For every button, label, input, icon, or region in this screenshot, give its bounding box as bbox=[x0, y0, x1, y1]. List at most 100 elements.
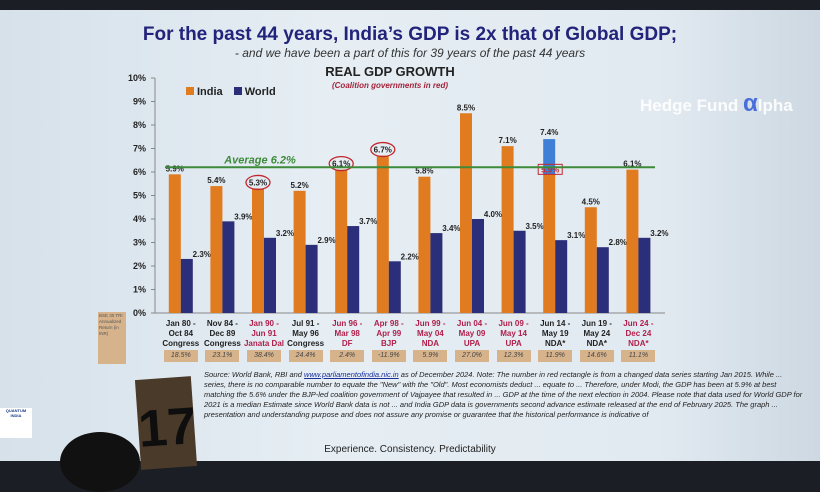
legend: India World bbox=[178, 86, 276, 98]
returns-row-label: BSE 30 TRI Annualized Return (in INR) bbox=[98, 312, 126, 364]
world-bar bbox=[222, 221, 235, 313]
india-value-label: 6.1% bbox=[623, 160, 641, 169]
return-cell: -11.9% bbox=[371, 350, 406, 362]
india-value-label: 5.8% bbox=[415, 167, 433, 176]
world-value-label: 3.1% bbox=[567, 231, 585, 240]
y-tick-label: 5% bbox=[133, 191, 146, 201]
category-label: Jun 04 - May 09 UPA bbox=[456, 319, 488, 348]
chart-subtitle: (Coalition governments in red) bbox=[331, 81, 448, 90]
world-bar bbox=[180, 258, 193, 313]
world-value-label: 2.3% bbox=[193, 250, 211, 259]
india-bar bbox=[418, 176, 431, 313]
y-tick-label: 7% bbox=[133, 144, 146, 154]
world-value-label: 3.7% bbox=[359, 217, 377, 226]
world-bar bbox=[347, 226, 360, 313]
return-cell: 18.5% bbox=[163, 350, 198, 362]
india-bar bbox=[210, 186, 223, 313]
india-value-label: 5.3% bbox=[249, 178, 267, 187]
return-cell: 14.6% bbox=[579, 350, 614, 362]
circle-highlight bbox=[370, 141, 396, 158]
footnote-text: as of December 2024. Note: The number in… bbox=[204, 370, 803, 419]
category-label: Jul 91 - May 96 Congress bbox=[287, 319, 325, 348]
category-label: Nov 84 - Dec 89 Congress bbox=[203, 319, 241, 348]
category-label: Jun 09 - May 14 UPA bbox=[498, 319, 529, 348]
world-value-label: 2.9% bbox=[317, 236, 335, 245]
legend-swatch-india bbox=[186, 87, 194, 95]
india-value-label: 8.5% bbox=[457, 103, 475, 112]
india-bar bbox=[626, 169, 639, 313]
world-bar bbox=[638, 237, 651, 313]
audience-head bbox=[60, 432, 140, 492]
world-bar bbox=[388, 261, 401, 313]
card-number: 17 bbox=[136, 396, 199, 459]
world-bar bbox=[513, 230, 526, 313]
india-bar bbox=[501, 146, 514, 313]
india-bar bbox=[168, 174, 181, 313]
category-label: Jun 99 - May 04 NDA bbox=[415, 319, 446, 348]
india-bar bbox=[335, 169, 348, 313]
tagline: Experience. Consistency. Predictability bbox=[324, 444, 496, 455]
category-label: Jun 19 - May 24 NDA* bbox=[581, 319, 612, 348]
y-tick-label: 3% bbox=[133, 238, 146, 248]
return-cell: 27.0% bbox=[455, 350, 489, 362]
slide-subtitle: - and we have been a part of this for 39… bbox=[234, 46, 586, 60]
y-tick-label: 6% bbox=[133, 167, 146, 177]
return-cell: 23.1% bbox=[205, 350, 240, 362]
legend-swatch-world bbox=[233, 87, 242, 95]
new-series-label: 7.4% bbox=[540, 128, 558, 137]
watermark: Hedge Fund αlpha bbox=[640, 90, 793, 118]
circle-highlight bbox=[328, 155, 354, 172]
world-value-label: 3.2% bbox=[650, 229, 668, 238]
category-label: Jun 14 - May 19 NDA* bbox=[540, 319, 571, 348]
world-value-label: 3.9% bbox=[234, 212, 252, 221]
source-link[interactable]: www.parliamentofindia.nic.in bbox=[304, 370, 399, 379]
return-cell: 12.3% bbox=[496, 350, 531, 362]
average-label: Average 6.2% bbox=[223, 154, 296, 166]
watermark-alpha: α bbox=[742, 90, 758, 117]
india-value-label: 6.1% bbox=[332, 160, 350, 169]
india-value-label: 4.5% bbox=[582, 197, 600, 206]
world-bar bbox=[430, 233, 443, 313]
watermark-tail: lpha bbox=[757, 96, 793, 115]
bar-chart: 0% 1% 2% 3% 4% 5% 6% 7% 8% 9% 10% 5.9% 2.3% 5.4% 3.9% 5… bbox=[128, 73, 668, 318]
category-label: Apr 98 - Apr 99 BJP bbox=[373, 319, 404, 348]
india-bar bbox=[293, 190, 306, 313]
y-tick-label: 8% bbox=[133, 120, 146, 130]
category-label: Jan 90 - Jun 91 Janata Dal bbox=[243, 319, 285, 348]
number-card: 17 bbox=[134, 376, 199, 470]
quantum-logo: QUANTUM INDIA bbox=[0, 408, 32, 438]
category-label: Jun 24 - Dec 24 NDA* bbox=[623, 319, 654, 348]
y-tick-label: 1% bbox=[133, 285, 146, 295]
category-label: Jan 80 - Oct 84 Congress bbox=[162, 319, 200, 348]
world-value-label: 2.2% bbox=[401, 252, 419, 261]
india-bar bbox=[376, 155, 389, 313]
world-bar bbox=[472, 219, 484, 313]
slide-title: For the past 44 years, India’s GDP is 2x… bbox=[142, 24, 678, 45]
india-bar bbox=[584, 207, 597, 313]
boxed-value bbox=[537, 163, 563, 175]
india-value-label: 6.7% bbox=[374, 146, 392, 155]
world-value-label: 3.2% bbox=[276, 229, 294, 238]
return-cell: 11.9% bbox=[538, 350, 573, 362]
watermark-text: Hedge Fund bbox=[640, 96, 739, 115]
y-tick-label: 10% bbox=[128, 73, 146, 83]
world-value-label: 4.0% bbox=[484, 210, 502, 219]
footnote-source: Source: World Bank, RBI and bbox=[204, 370, 305, 379]
chart-title: REAL GDP GROWTH bbox=[325, 64, 455, 79]
world-value-label: 3.4% bbox=[442, 224, 460, 233]
y-tick-label: 0% bbox=[133, 308, 146, 318]
india-value-label: 7.1% bbox=[498, 136, 516, 145]
return-cell: 11.1% bbox=[621, 350, 656, 362]
india-bar bbox=[543, 174, 556, 313]
india-value-label: 5.4% bbox=[207, 176, 225, 185]
india-value-label: 5.9% bbox=[166, 164, 184, 173]
footnote: Source: World Bank, RBI and www.parliame… bbox=[204, 370, 804, 420]
world-bar bbox=[596, 247, 609, 313]
return-cell: 2.4% bbox=[330, 350, 365, 362]
world-value-label: 3.5% bbox=[525, 222, 543, 231]
india-bar bbox=[460, 113, 472, 313]
return-cell: 5.9% bbox=[413, 350, 448, 362]
y-tick-label: 2% bbox=[133, 261, 146, 271]
y-tick-label: 9% bbox=[133, 97, 146, 107]
return-cell: 24.4% bbox=[288, 350, 323, 362]
